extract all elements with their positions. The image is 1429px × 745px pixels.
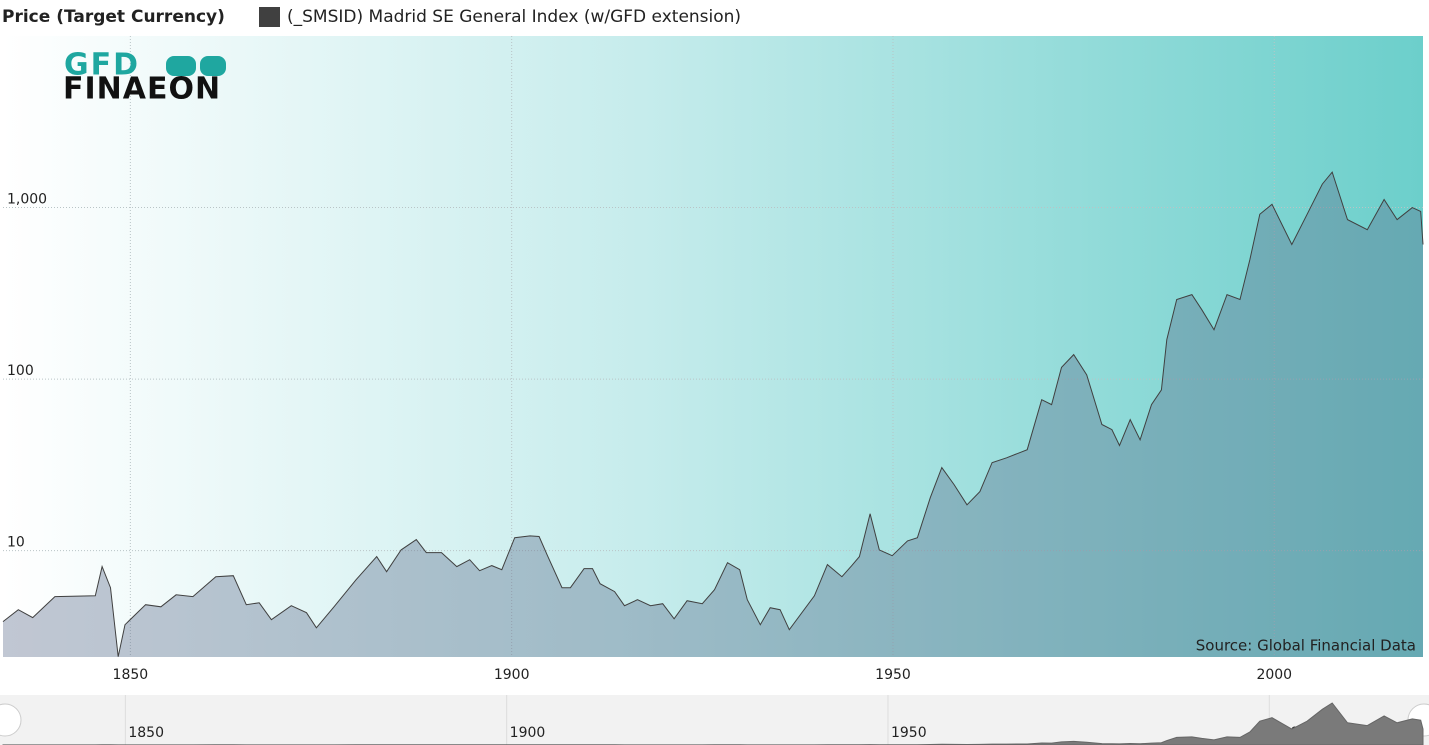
navigator-label: 1950 bbox=[891, 725, 927, 741]
x-tick-label: 2000 bbox=[1256, 667, 1292, 683]
navigator-background bbox=[0, 695, 1429, 745]
line bbox=[2, 171, 1424, 657]
legend-swatch bbox=[259, 7, 280, 27]
logo-top: GFD bbox=[64, 48, 140, 83]
legend-title: Price (Target Currency) bbox=[2, 7, 225, 27]
logo-leaf bbox=[166, 56, 196, 76]
x-tick-label: 1850 bbox=[113, 667, 149, 683]
x-tick-label: 1950 bbox=[875, 667, 911, 683]
legend-label[interactable]: (_SMSID) Madrid SE General Index (w/GFD … bbox=[287, 7, 741, 27]
y-tick-label: 100 bbox=[7, 363, 34, 379]
navigator-label: 1900 bbox=[510, 725, 546, 741]
logo-leaf bbox=[200, 56, 226, 76]
x-tick-label: 1900 bbox=[494, 667, 530, 683]
y-tick-label: 1,000 bbox=[7, 192, 47, 208]
y-tick-label: 10 bbox=[7, 535, 25, 551]
plot-background bbox=[3, 36, 1423, 657]
source-note: Source: Global Financial Data bbox=[1196, 637, 1416, 655]
area bbox=[3, 172, 1423, 657]
logo-bottom: FINAEON bbox=[63, 72, 221, 107]
navigator-label: 1850 bbox=[128, 725, 164, 741]
navigator-handle[interactable] bbox=[0, 703, 22, 737]
